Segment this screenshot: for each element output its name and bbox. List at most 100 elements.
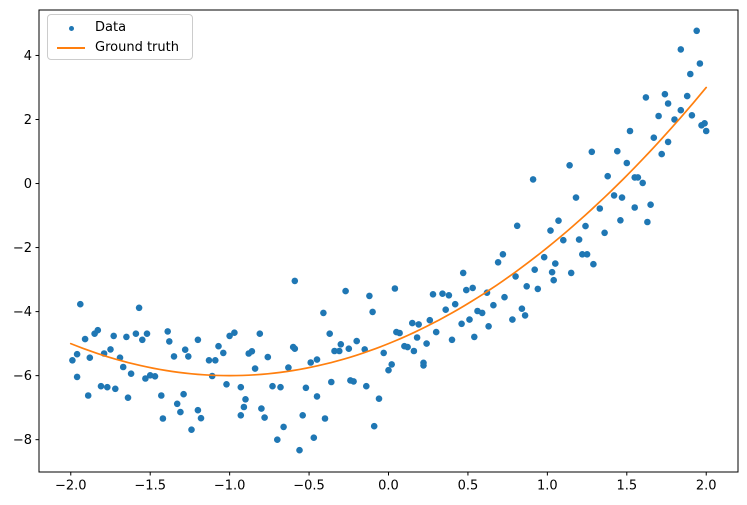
data-point: [650, 134, 658, 141]
data-point: [69, 357, 76, 364]
data-point: [313, 356, 321, 363]
data-point: [336, 347, 343, 355]
data-point: [590, 260, 597, 268]
data-point: [151, 373, 159, 380]
data-point: [143, 330, 151, 338]
data-point: [687, 70, 694, 78]
data-point: [550, 276, 557, 284]
data-point: [618, 194, 626, 201]
y-tick-label: −6: [13, 369, 32, 384]
legend-item-ground-truth: Ground truth: [55, 38, 184, 58]
data-point: [123, 333, 130, 341]
data-point: [385, 366, 392, 374]
data-point: [158, 392, 165, 399]
data-point: [274, 436, 281, 444]
data-point: [261, 414, 268, 421]
data-point: [132, 330, 140, 338]
data-point: [231, 329, 238, 337]
data-point: [326, 330, 334, 338]
data-point: [404, 343, 411, 351]
data-point: [499, 251, 507, 258]
data-point: [439, 290, 446, 298]
y-tick-label: −2: [13, 241, 32, 256]
data-point: [547, 227, 554, 234]
data-point: [104, 383, 111, 391]
data-point: [560, 236, 567, 244]
data-point: [410, 347, 418, 355]
data-point: [469, 284, 477, 292]
data-point: [655, 112, 662, 120]
data-point: [415, 321, 423, 328]
data-point: [647, 201, 654, 208]
data-point: [459, 269, 467, 277]
data-point: [328, 378, 335, 386]
data-point: [310, 434, 318, 442]
data-point: [583, 251, 591, 258]
data-point: [188, 426, 195, 434]
data-point: [164, 328, 171, 335]
data-point: [420, 362, 427, 369]
data-point: [353, 337, 361, 345]
data-point: [185, 353, 192, 360]
x-tick-label: −1.5: [134, 479, 166, 494]
data-point: [552, 260, 559, 267]
data-point: [661, 90, 669, 98]
data-point: [485, 323, 492, 330]
data-point: [501, 293, 508, 301]
ground-truth-path: [69, 86, 708, 377]
data-point: [388, 361, 396, 368]
data-point: [631, 204, 638, 211]
data-point: [555, 217, 562, 224]
data-point: [391, 285, 399, 292]
data-point: [658, 150, 665, 158]
data-point: [291, 277, 299, 285]
data-point: [194, 336, 202, 344]
data-point: [575, 236, 583, 243]
legend: Data Ground truth: [47, 14, 193, 60]
data-point: [166, 338, 173, 345]
data-point: [194, 406, 202, 414]
data-point: [110, 332, 117, 340]
data-point: [256, 330, 264, 338]
data-point: [226, 332, 233, 340]
y-tick-label: −8: [13, 433, 32, 448]
data-point: [205, 357, 213, 364]
data-point: [596, 205, 604, 212]
data-point: [623, 159, 631, 167]
data-point: [220, 349, 227, 357]
data-point: [702, 127, 710, 135]
data-point: [170, 353, 178, 360]
data-point: [642, 94, 650, 101]
data-point: [363, 382, 370, 390]
data-point: [509, 316, 516, 323]
data-point: [490, 301, 497, 309]
data-point: [639, 179, 646, 187]
data-point: [429, 291, 437, 298]
data-point: [664, 100, 672, 107]
data-point: [423, 340, 430, 347]
data-point: [445, 292, 453, 299]
data-point: [375, 395, 383, 403]
data-point: [307, 359, 315, 366]
data-point: [409, 319, 416, 327]
data-point: [97, 382, 105, 390]
data-point: [237, 412, 245, 419]
x-tick-label: 1.0: [537, 479, 558, 494]
data-point: [269, 382, 276, 390]
data-point: [634, 174, 642, 181]
data-point: [683, 92, 691, 100]
y-tick-label: 2: [24, 113, 32, 128]
data-point: [531, 266, 538, 274]
data-point: [614, 147, 621, 155]
data-point: [529, 176, 537, 183]
x-tick-label: 2.0: [696, 479, 717, 494]
data-point: [701, 120, 708, 127]
data-point: [112, 385, 119, 393]
data-point: [463, 286, 470, 294]
data-point: [696, 60, 704, 67]
data-point: [135, 304, 143, 312]
data-point: [119, 363, 127, 371]
data-point: [466, 316, 473, 323]
